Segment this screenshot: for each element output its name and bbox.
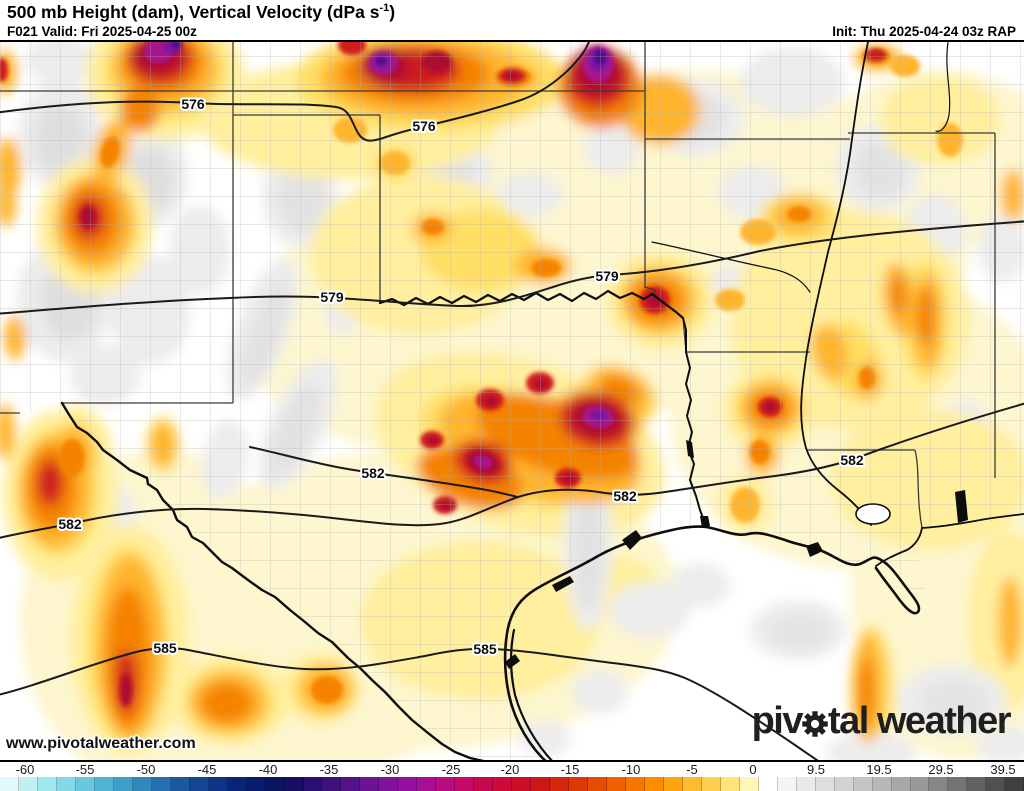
colorbar-tick: -45 [197, 762, 217, 777]
contour-label: 576 [412, 118, 436, 134]
colorbar-tick: -60 [15, 762, 35, 777]
colorbar-cell [208, 777, 228, 791]
colorbar-cell [94, 777, 114, 791]
colorbar-tick-labels: -60 -55 -50 -45 -40 -35 -30 -25 -20 -15 -10 -5 0 9.5 1… [0, 762, 1024, 777]
colorbar-cell [569, 777, 589, 791]
colorbar-cell [796, 777, 816, 791]
colorbar-cell [303, 777, 323, 791]
contour-label: 576 [181, 96, 205, 112]
colorbar-tick: -5 [686, 762, 698, 777]
superscript-exponent: -1 [379, 2, 390, 15]
colorbar-cell [625, 777, 645, 791]
colorbar-cell [56, 777, 76, 791]
colorbar-cell [417, 777, 437, 791]
colorbar-tick: -35 [319, 762, 339, 777]
pivotal-weather-logo: piv tal weather [751, 700, 1012, 743]
colorbar-cell [227, 777, 247, 791]
colorbar-cell [986, 777, 1006, 791]
colorbar-cell [607, 777, 626, 791]
colorbar-cell [132, 777, 152, 791]
colorbar-cell [113, 777, 133, 791]
colorbar-tick: 19.5 [866, 762, 892, 777]
colorbar-tick: 9.5 [806, 762, 826, 777]
colorbar-cell [872, 777, 892, 791]
colorbar-cell [948, 777, 968, 791]
colorbar-tick: -15 [560, 762, 580, 777]
contour-label: 585 [473, 641, 497, 657]
colorbar-cell [0, 777, 19, 791]
colorbar-cell [341, 777, 361, 791]
contour-label: 579 [320, 289, 344, 305]
colorbar-tick: -55 [75, 762, 95, 777]
colorbar-cell [644, 777, 664, 791]
colorbar-tick: 0 [749, 762, 757, 777]
contour-label: 585 [153, 640, 177, 656]
colorbar-tick: -10 [621, 762, 641, 777]
colorbar-cell [758, 777, 778, 791]
colorbar-cell [682, 777, 702, 791]
colorbar-tick: -40 [258, 762, 278, 777]
colorbar-cell [853, 777, 873, 791]
colorbar-cell [455, 777, 475, 791]
colorbar-cell [663, 777, 683, 791]
colorbar-cell [360, 777, 380, 791]
colorbar-cell [834, 777, 854, 791]
contour-label: 582 [58, 516, 82, 532]
colorbar-tick: 29.5 [928, 762, 954, 777]
colorbar-cell [37, 777, 57, 791]
colorbar-cell [512, 777, 532, 791]
contour-label: 582 [840, 452, 864, 468]
colorbar-cell [891, 777, 911, 791]
colorbar-cells [0, 777, 1024, 791]
colorbar-cell [436, 777, 456, 791]
colorbar-cell [967, 777, 987, 791]
colorbar-tick: 39.5 [990, 762, 1016, 777]
colorbar-cell [588, 777, 607, 791]
colorbar-cell [910, 777, 930, 791]
colorbar-cell [1005, 777, 1024, 791]
watermark-url: www.pivotalweather.com [6, 735, 196, 752]
colorbar: -60 -55 -50 -45 -40 -35 -30 -25 -20 -15 -10 -5 0 9.5 1… [0, 760, 1024, 791]
colorbar-cell [701, 777, 721, 791]
colorbar-tick: -30 [380, 762, 400, 777]
colorbar-cell [246, 777, 266, 791]
colorbar-cell [322, 777, 342, 791]
valid-time-label: F021 Valid: Fri 2025-04-25 00z [7, 24, 197, 39]
colorbar-cell [379, 777, 399, 791]
colorbar-cell [170, 777, 190, 791]
colorbar-cell [550, 777, 570, 791]
gear-icon [802, 710, 828, 737]
colorbar-cell [815, 777, 835, 791]
colorbar-cell [151, 777, 171, 791]
logo-text-left: piv [751, 700, 804, 742]
colorbar-cell [720, 777, 740, 791]
map-header: 500 mb Height (dam), Vertical Velocity (… [0, 0, 1024, 42]
colorbar-cell [531, 777, 551, 791]
colorbar-tick: -20 [500, 762, 520, 777]
colorbar-cell [929, 777, 949, 791]
colorbar-cell [474, 777, 494, 791]
contour-label: 582 [613, 488, 637, 504]
colorbar-cell [189, 777, 209, 791]
contour-label: 582 [361, 465, 385, 481]
colorbar-cell [739, 777, 759, 791]
colorbar-cell [18, 777, 38, 791]
colorbar-tick: -25 [441, 762, 461, 777]
colorbar-cell [265, 777, 285, 791]
colorbar-cell [284, 777, 304, 791]
map-title: 500 mb Height (dam), Vertical Velocity (… [7, 2, 396, 22]
logo-text-right: tal weather [827, 700, 1012, 742]
colorbar-cell [398, 777, 418, 791]
colorbar-cell [75, 777, 95, 791]
colorbar-cell [777, 777, 797, 791]
contour-label: 579 [595, 268, 619, 284]
colorbar-tick: -50 [136, 762, 156, 777]
init-time-label: Init: Thu 2025-04-24 03z RAP [832, 24, 1016, 39]
colorbar-cell [493, 777, 513, 791]
